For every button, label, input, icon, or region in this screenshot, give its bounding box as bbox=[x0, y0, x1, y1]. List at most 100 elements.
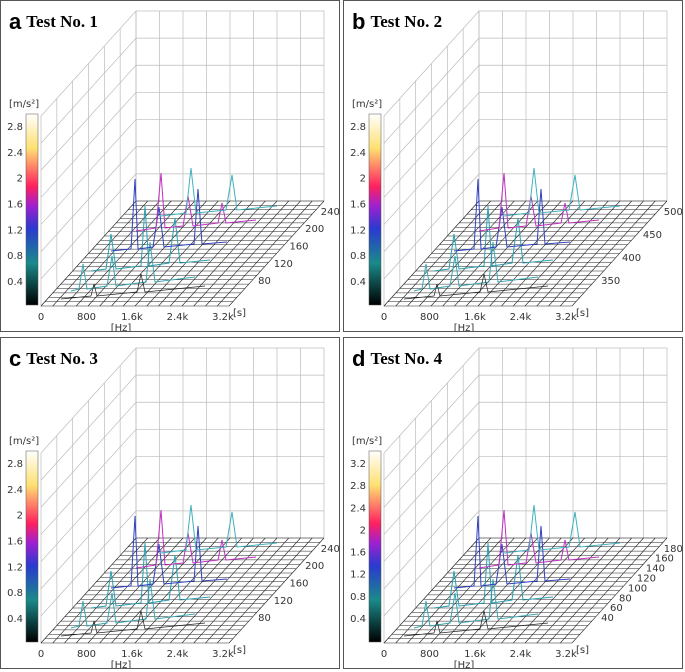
panel: [m/s²] 0.4 0.8 1.2 1.6 2 2.4 2.8 0 800 1.6k 2.4k 3.2… bbox=[343, 0, 683, 334]
y-tick-label: 120 bbox=[637, 574, 656, 585]
floor-line bbox=[40, 537, 137, 644]
x-tick-label: 3.2k bbox=[555, 312, 577, 323]
z-unit: [m/s²] bbox=[9, 99, 39, 110]
wall-grid bbox=[40, 374, 137, 481]
wall-grid bbox=[40, 119, 137, 225]
wall-grid bbox=[383, 456, 480, 562]
wall-grid bbox=[383, 119, 480, 225]
floor-line bbox=[501, 537, 597, 644]
panel-title: d Test No. 4 bbox=[352, 346, 443, 371]
wall-grid bbox=[383, 92, 480, 198]
floor-line bbox=[442, 537, 538, 644]
floor-line bbox=[111, 537, 207, 644]
panel-letter: d bbox=[352, 346, 365, 371]
x-tick-label: 1.6k bbox=[464, 312, 486, 323]
floor-line bbox=[217, 200, 313, 307]
z-tick-label: 2.4 bbox=[7, 485, 23, 496]
z-tick-label: 0.4 bbox=[7, 614, 23, 625]
x-tick-label: 2.4k bbox=[510, 649, 532, 660]
floor-line bbox=[40, 200, 137, 307]
floor-line bbox=[99, 537, 195, 644]
z-tick-label: 2.8 bbox=[7, 459, 23, 470]
floor-line bbox=[513, 200, 609, 307]
z-tick-label: 2 bbox=[17, 174, 23, 185]
wall-grid bbox=[40, 173, 137, 280]
floor-line bbox=[524, 200, 621, 307]
floor-line bbox=[87, 537, 184, 644]
panel-title: c Test No. 3 bbox=[9, 346, 98, 371]
y-tick-label: 180 bbox=[664, 544, 682, 555]
z-tick-label: 1.6 bbox=[350, 548, 366, 559]
floor-line bbox=[571, 537, 668, 644]
floor-line bbox=[442, 200, 538, 307]
x-tick-label: 0 bbox=[381, 312, 387, 323]
panel-title-text: Test No. 2 bbox=[370, 12, 442, 31]
floor-line bbox=[52, 537, 148, 644]
floor-line bbox=[170, 200, 266, 307]
plot: [m/s²] 0.4 0.8 1.2 1.6 2 2.4 2.8 0 800 1.6k 2.4k 3.2… bbox=[7, 346, 340, 671]
z-tick-label: 3.2 bbox=[350, 459, 366, 470]
plot: [m/s²] 0.4 0.8 1.2 1.6 2 2.4 2.8 0 800 1.6k 2.4k 3.2… bbox=[350, 9, 683, 334]
colorbar bbox=[25, 450, 39, 643]
wall-grid bbox=[40, 483, 137, 589]
wall-grid bbox=[383, 402, 480, 508]
plot: [m/s²] 0.4 0.8 1.2 1.6 2 2.4 2.8 3.2 0 800 1.6k 2.4k… bbox=[350, 346, 683, 671]
wall-grid bbox=[383, 429, 480, 535]
x-tick-label: 2.4k bbox=[167, 312, 189, 323]
floor-line bbox=[430, 537, 527, 644]
panel-letter: b bbox=[352, 9, 365, 34]
floor-line bbox=[205, 200, 301, 307]
z-tick-label: 0.8 bbox=[350, 251, 366, 262]
floor-line bbox=[158, 537, 254, 644]
floor-line bbox=[228, 537, 325, 644]
z-tick-label: 2.4 bbox=[350, 148, 366, 159]
floor-line bbox=[383, 200, 480, 307]
x-tick-label: 3.2k bbox=[212, 649, 234, 660]
floor-line bbox=[87, 200, 184, 307]
floor-line bbox=[146, 537, 242, 644]
panel-title: a Test No. 1 bbox=[9, 9, 98, 34]
x-unit: [Hz] bbox=[111, 660, 132, 668]
y-tick-label: 120 bbox=[274, 596, 293, 607]
floor-line bbox=[158, 200, 254, 307]
spectra bbox=[60, 167, 278, 300]
floor-line bbox=[217, 537, 313, 644]
floor-line bbox=[454, 200, 550, 307]
floor-line bbox=[52, 200, 148, 307]
z-unit: [m/s²] bbox=[9, 436, 39, 447]
panel-title-text: Test No. 3 bbox=[26, 349, 98, 368]
z-tick-label: 1.6 bbox=[7, 537, 23, 548]
x-tick-label: 0 bbox=[38, 649, 44, 660]
y-tick-label: 80 bbox=[258, 613, 271, 624]
wall-grid bbox=[40, 402, 137, 508]
wall-grid bbox=[383, 173, 480, 280]
wall-grid bbox=[40, 65, 137, 171]
floor-line bbox=[477, 200, 574, 307]
panel-title-text: Test No. 1 bbox=[26, 12, 98, 31]
z-tick-label: 2 bbox=[17, 511, 23, 522]
y-unit: [s] bbox=[233, 308, 246, 319]
z-tick-label: 0.8 bbox=[7, 588, 23, 599]
x-tick-label: 2.4k bbox=[510, 312, 532, 323]
z-tick-label: 1.6 bbox=[7, 200, 23, 211]
y-tick-label: 100 bbox=[628, 583, 647, 594]
x-unit: [Hz] bbox=[454, 323, 475, 331]
z-tick-label: 2.4 bbox=[350, 503, 366, 514]
x-tick-label: 800 bbox=[77, 312, 96, 323]
floor-line bbox=[99, 200, 195, 307]
z-unit: [m/s²] bbox=[352, 99, 382, 110]
z-tick-label: 2.4 bbox=[7, 148, 23, 159]
floor-line bbox=[395, 200, 491, 307]
y-tick-label: 60 bbox=[610, 603, 623, 614]
wall-grid bbox=[40, 146, 137, 252]
floor-line bbox=[489, 200, 585, 307]
x-tick-label: 1.6k bbox=[121, 312, 143, 323]
wall-grid bbox=[40, 37, 137, 144]
y-tick-label: 160 bbox=[289, 578, 308, 589]
spectra bbox=[403, 504, 621, 637]
panel-letter: a bbox=[9, 9, 22, 34]
spectra bbox=[403, 167, 621, 300]
wall-grid bbox=[40, 510, 137, 617]
z-tick-label: 1.2 bbox=[7, 562, 23, 573]
